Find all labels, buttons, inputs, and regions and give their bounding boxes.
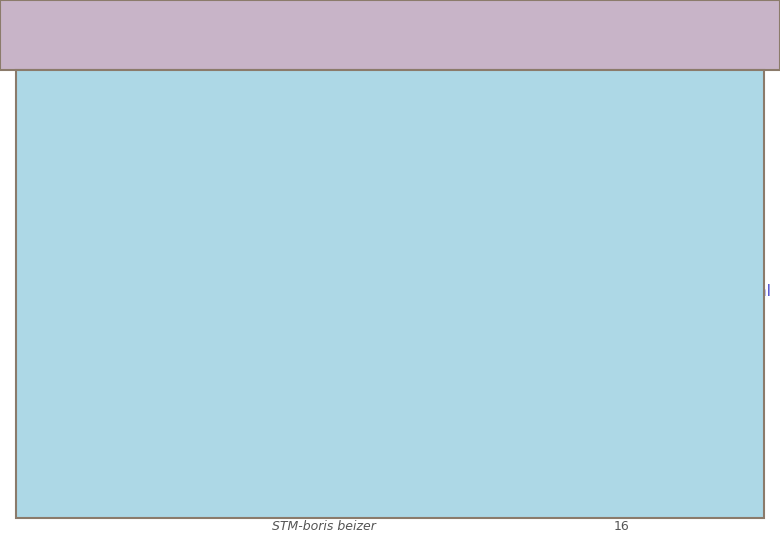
Text: Interleaving of functional & Structural testing:: Interleaving of functional & Structural … [42, 77, 480, 96]
Text: natural choice: natural choice [538, 154, 643, 170]
Text: ♦: ♦ [58, 196, 69, 209]
Text: .: . [651, 154, 655, 170]
Text: Art of Testing: Art of Testing [109, 284, 206, 299]
Text: vs  how much: vs how much [531, 284, 642, 299]
Text: ♦: ♦ [20, 77, 34, 96]
Text: given model of programs: given model of programs [119, 130, 303, 145]
Text: .  Functional tests can: . Functional tests can [597, 195, 758, 210]
Text: Choice depends on: Choice depends on [200, 154, 339, 170]
Text: which seems to be the: which seems to be the [349, 154, 525, 170]
Text: ♦: ♦ [58, 285, 69, 298]
Text: useful, have limitations: useful, have limitations [147, 195, 318, 210]
Text: %  for structural: % for structural [403, 284, 523, 299]
Text: is how much allocation: is how much allocation [213, 284, 391, 299]
Text: Both are: Both are [75, 195, 141, 210]
Text: The: The [75, 284, 107, 299]
Text: target different kind of bugs: target different kind of bugs [375, 195, 582, 210]
Text: 16: 16 [614, 520, 629, 533]
Text: STM-boris beizer: STM-boris beizer [272, 520, 376, 533]
Text: and: and [331, 195, 372, 210]
Text: (contd..): (contd..) [425, 77, 505, 96]
Text: ♦: ♦ [58, 131, 69, 144]
Text: detect all bugs in principle, but would take infinite amount of time.  Structura: detect all bugs in principle, but would … [75, 219, 718, 234]
Text: Dichotomies: Dichotomies [218, 15, 431, 44]
Text: %  for functional: % for functional [650, 284, 771, 299]
Text: Or vice-versa.: Or vice-versa. [75, 154, 191, 170]
Text: inherently finite, but cannot detect all bugs.: inherently finite, but cannot detect all… [75, 244, 398, 259]
Text: For a: For a [75, 130, 115, 145]
Text: , Structural tests may be done first and later the Functional,: , Structural tests may be done first and… [316, 130, 757, 145]
